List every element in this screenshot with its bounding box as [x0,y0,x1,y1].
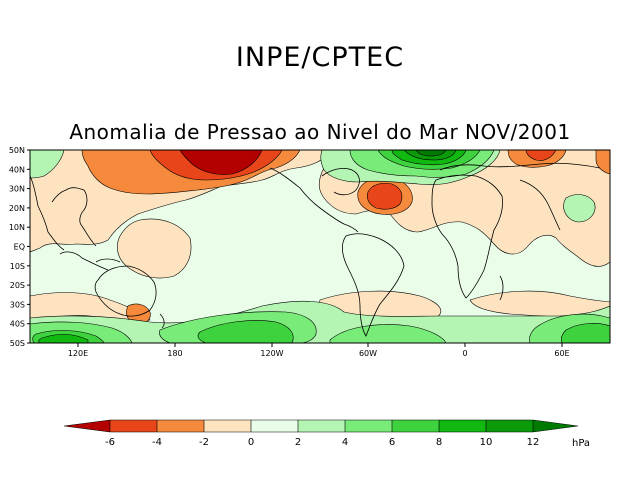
anomaly-band-below-minus6 [179,150,263,175]
anomaly-region [469,290,610,319]
anomaly-region [560,323,610,343]
lon-label: 120E [68,349,88,358]
colorbar-swatch [392,420,439,432]
north-america-coastline [269,167,360,233]
colorbar-outline [63,419,579,433]
map-title: Anomalia de Pressao ao Nivel do Mar NOV/… [69,120,571,144]
colorbar-swatch [157,420,204,432]
anomaly-region [563,194,596,223]
lat-label: EQ [14,243,25,252]
colorbar-tick-label: 0 [248,437,254,448]
colorbar-tick-label: 6 [389,437,395,448]
australia-coastline [94,265,157,317]
colorbar-tick-label: 10 [480,437,493,448]
lat-label: 20N [9,204,25,213]
anomaly-region [197,320,294,343]
colorbar-swatch [439,420,486,432]
asia-coastline [30,175,97,251]
lon-label: 60E [554,349,569,358]
colorbar-swatch [486,420,533,432]
anomaly-region [38,334,89,343]
lon-ticks [77,343,563,347]
lat-labels: 50N 40N 30N 20N 10N EQ 10S 20S 30S 40S 5… [9,146,25,348]
colorbar-swatch [251,420,298,432]
colorbar-tick-label: 8 [436,437,442,448]
colorbar-labels: -6 -4 -2 0 2 4 6 8 10 12 [105,437,539,448]
lat-label: 50S [10,339,25,348]
colorbar-swatch [345,420,392,432]
indonesia-coastline [59,251,121,271]
anomaly-region [30,150,65,179]
lon-labels: 120E 180 120W 60W 0 60E [68,349,570,358]
lon-label: 120W [260,349,283,358]
lat-label: 10S [10,262,25,271]
lat-label: 40S [10,320,25,329]
lon-label: 60W [359,349,377,358]
coastlines [30,162,601,337]
colorbar-tick-label: -4 [152,437,162,448]
colorbar-swatch [204,420,251,432]
lat-label: 30S [10,300,25,309]
new-zealand-coastline [159,313,165,329]
page-title: INPE/CPTEC [235,42,405,73]
south-america-coastline [342,233,405,337]
colorbar-swatch [110,420,157,432]
anomaly-region [329,324,447,343]
colorbar: -6 -4 -2 0 2 4 6 8 10 12 hPa [63,419,590,449]
colorbar-tick-label: -2 [199,437,209,448]
colorbar-swatch [533,420,578,432]
anomaly-band-above-12 [415,150,447,157]
colorbar-swatch [298,420,345,432]
anomaly-region [525,150,557,161]
lat-label: 50N [9,146,25,155]
colorbar-segments [64,420,578,432]
lat-label: 10N [9,223,25,232]
anomaly-region [179,150,263,175]
anomaly-region [366,182,403,210]
colorbar-tick-label: 2 [295,437,301,448]
lat-label: 40N [9,165,25,174]
colorbar-swatch [64,420,110,432]
lat-ticks [27,149,30,344]
eurasia-coastline [439,162,601,231]
lat-label: 30N [9,185,25,194]
colorbar-tick-label: 12 [527,437,540,448]
colorbar-unit: hPa [572,438,590,449]
anomaly-region [117,218,192,279]
africa-coastline [431,174,503,299]
anomaly-region [415,150,447,157]
lon-label: 0 [462,349,467,358]
colorbar-tick-label: 4 [342,437,348,448]
lat-label: 20S [10,281,25,290]
lon-label: 180 [167,349,182,358]
anomaly-field [30,150,610,343]
colorbar-tick-label: -6 [105,437,115,448]
madagascar-coastline [499,275,504,301]
